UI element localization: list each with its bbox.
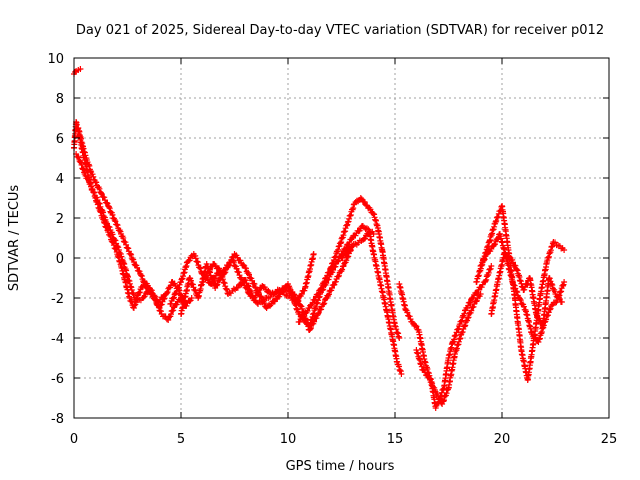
x-tick-label: 10 bbox=[280, 432, 297, 447]
y-tick-label: -4 bbox=[51, 332, 64, 347]
x-tick-label: 20 bbox=[494, 432, 511, 447]
series-track-afternoon-peak bbox=[295, 195, 403, 341]
y-tick-label: 8 bbox=[56, 92, 64, 107]
plus-markers bbox=[71, 66, 84, 77]
y-tick-label: 2 bbox=[56, 212, 64, 227]
series-track-morning-a bbox=[71, 119, 167, 311]
plus-markers bbox=[488, 251, 565, 329]
y-tick-label: 6 bbox=[56, 132, 64, 147]
plot-frame bbox=[73, 57, 610, 419]
x-axis-label: GPS time / hours bbox=[286, 459, 395, 474]
y-tick-label: -2 bbox=[51, 292, 64, 307]
y-tick-label: -8 bbox=[51, 412, 64, 427]
y-tick-label: -6 bbox=[51, 372, 64, 387]
y-tick-label: 0 bbox=[56, 252, 64, 267]
plus-markers bbox=[295, 195, 403, 341]
plus-markers bbox=[71, 119, 167, 311]
x-tick-label: 15 bbox=[387, 432, 404, 447]
y-axis-label: SDTVAR / TECUs bbox=[7, 185, 22, 292]
series-track-evening-trough bbox=[396, 263, 495, 411]
chart-title: Day 021 of 2025, Sidereal Day-to-day VTE… bbox=[76, 23, 604, 38]
data-series bbox=[71, 66, 568, 411]
x-tick-label: 25 bbox=[601, 432, 618, 447]
series-track-early-high bbox=[71, 66, 84, 77]
y-tick-label: 10 bbox=[47, 52, 64, 67]
series-track-evening-trough-b bbox=[413, 291, 484, 407]
y-tick-label: 4 bbox=[56, 172, 64, 187]
series-track-afternoon-drop bbox=[338, 229, 405, 377]
plus-markers bbox=[413, 291, 484, 407]
plus-markers bbox=[338, 229, 405, 377]
series-track-night-c bbox=[488, 251, 565, 329]
x-tick-label: 5 bbox=[177, 432, 185, 447]
axis-ticks: 0 5 10 15 20 25 -8 -6 -4 -2 0 2 4 6 8 10 bbox=[47, 52, 617, 447]
plus-markers bbox=[396, 263, 495, 411]
x-tick-label: 0 bbox=[70, 432, 78, 447]
